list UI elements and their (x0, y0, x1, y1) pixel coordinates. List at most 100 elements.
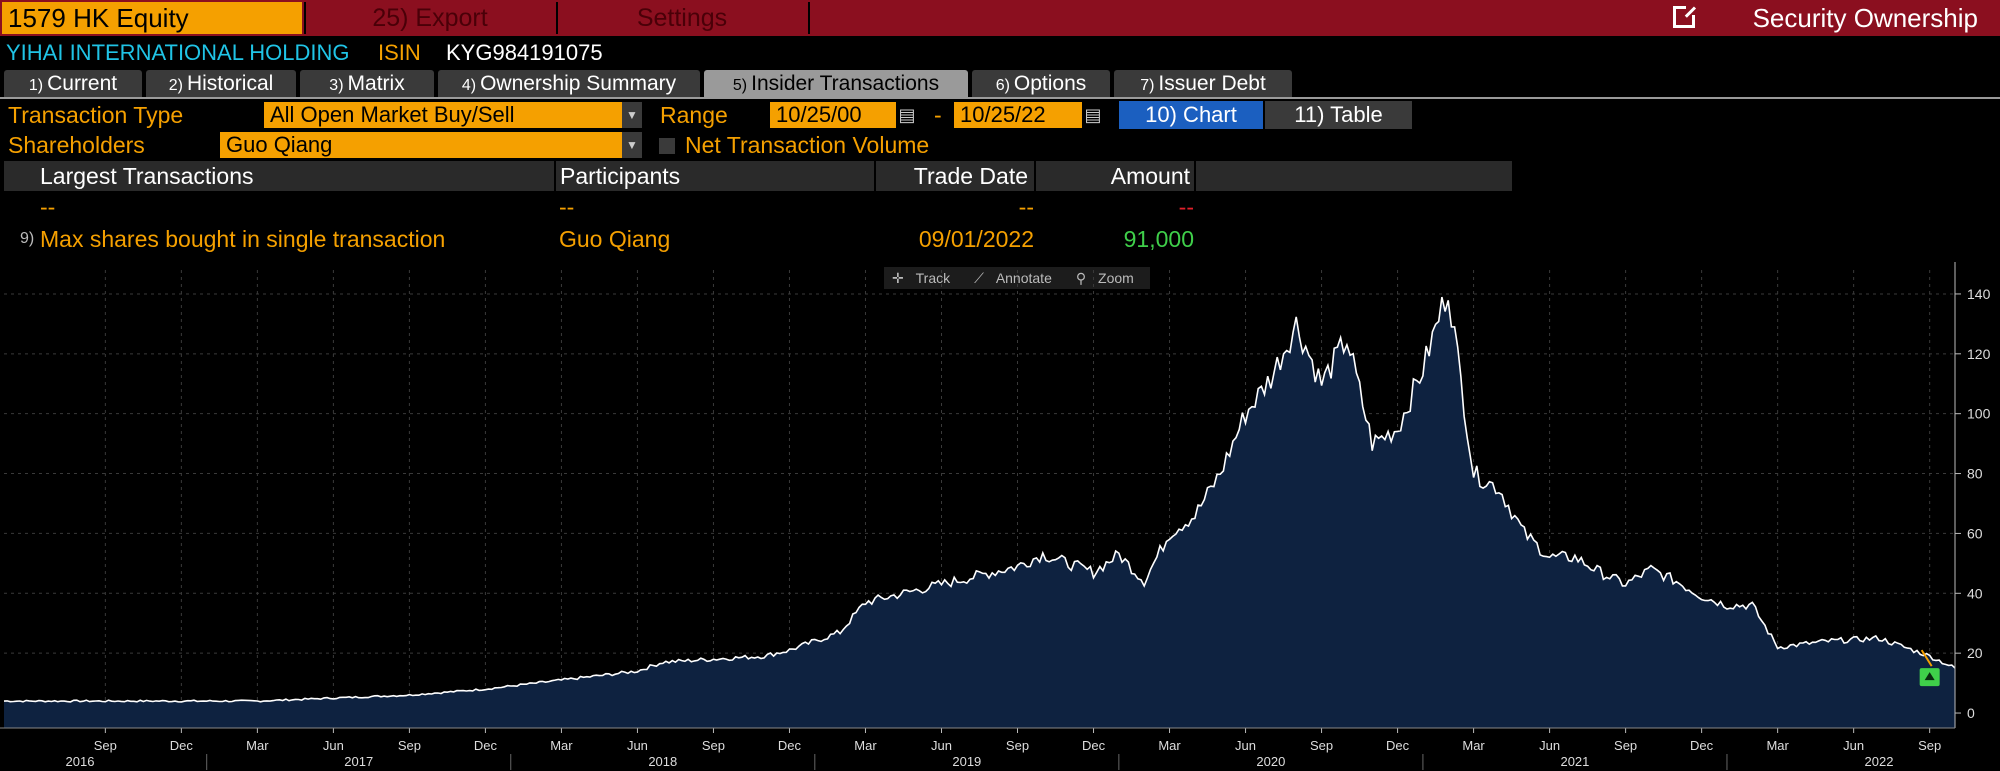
range-end-input[interactable]: 10/25/22 (954, 102, 1082, 128)
x-tick-label: Mar (246, 738, 269, 753)
y-tick-label: 40 (1967, 585, 1983, 601)
x-year-label: 2020 (1256, 754, 1285, 769)
net-volume-checkbox[interactable] (659, 138, 675, 154)
chevron-down-icon[interactable]: ▼ (622, 102, 642, 128)
table-header-largest[interactable]: Largest Transactions (4, 161, 554, 191)
export-button[interactable]: 25) Export (304, 2, 554, 34)
y-tick-label: 0 (1967, 705, 1975, 721)
tab-historical[interactable]: 2) Historical (146, 70, 296, 98)
x-tick-label: Dec (474, 738, 498, 753)
range-start-input[interactable]: 10/25/00 (770, 102, 896, 128)
tab-options[interactable]: 6) Options (972, 70, 1110, 98)
buy-arrow (1924, 672, 1935, 681)
x-tick-label: Dec (1386, 738, 1410, 753)
table-header-trade-date[interactable]: Trade Date (876, 161, 1034, 191)
chart-annotations (1919, 649, 1940, 687)
chart-button[interactable]: 10) Chart (1119, 101, 1263, 129)
settings-button[interactable]: Settings (556, 2, 806, 34)
page-title: Security Ownership (1752, 3, 1978, 33)
row-participant: Guo Qiang (559, 226, 671, 252)
y-tick-label: 20 (1967, 645, 1983, 661)
track-button[interactable]: ✛ Track (892, 270, 951, 286)
tab-insider-transactions[interactable]: 5) Insider Transactions (704, 70, 968, 98)
x-tick-label: Jun (627, 738, 648, 753)
net-volume-label: Net Transaction Volume (685, 132, 930, 158)
x-tick-label: Dec (1690, 738, 1714, 753)
x-year-label: 2019 (952, 754, 981, 769)
transaction-type-label: Transaction Type (8, 102, 184, 128)
x-year-label: 2022 (1865, 754, 1894, 769)
table-header-blank (1196, 161, 1512, 191)
y-tick-label: 60 (1967, 525, 1983, 541)
tab-ownership-summary[interactable]: 4) Ownership Summary (438, 70, 700, 98)
price-area-fill (4, 297, 1955, 728)
x-tick-label: Dec (1082, 738, 1106, 753)
security-name: YIHAI INTERNATIONAL HOLDING (6, 40, 350, 65)
x-tick-label: Mar (1158, 738, 1181, 753)
header-bar (0, 0, 2000, 36)
x-tick-label: Jun (1539, 738, 1560, 753)
x-tick-label: Mar (1462, 738, 1485, 753)
calendar-icon[interactable]: ▤ (1084, 105, 1102, 125)
annotate-button[interactable]: ⟋ Annotate (974, 270, 1052, 286)
header-divider (808, 2, 810, 34)
shareholders-label: Shareholders (8, 132, 145, 158)
table-header-participants[interactable]: Participants (556, 161, 874, 191)
x-tick-label: Sep (1918, 738, 1941, 753)
x-year-label: 2016 (66, 754, 95, 769)
x-tick-label: Sep (398, 738, 421, 753)
zoom-button[interactable]: ⚲ Zoom (1075, 270, 1134, 286)
row-date: -- (1018, 194, 1034, 220)
x-tick-label: Sep (702, 738, 725, 753)
tab-matrix[interactable]: 3) Matrix (300, 70, 434, 98)
y-tick-label: 100 (1967, 406, 1991, 422)
tab-underline (0, 97, 2000, 99)
table-button[interactable]: 11) Table (1265, 101, 1412, 129)
x-tick-label: Dec (778, 738, 802, 753)
x-year-label: 2021 (1560, 754, 1589, 769)
row-number: 9) (20, 230, 35, 247)
x-tick-label: Jun (1235, 738, 1256, 753)
isin-label: ISIN (378, 40, 421, 65)
marker-stem (1920, 649, 1933, 667)
price-line (3, 296, 1956, 703)
external-link-icon[interactable] (1673, 3, 1698, 28)
row-date: 09/01/2022 (918, 226, 1034, 252)
x-axis: Sep Dec Mar Jun Sep Dec Mar Jun Sep Dec Mar Jun Sep D… (0, 727, 1955, 770)
row-description: -- (40, 194, 56, 220)
y-tick-label: 120 (1967, 346, 1991, 362)
chevron-down-icon[interactable]: ▼ (622, 132, 642, 158)
tab-current[interactable]: 1) Current (4, 70, 142, 98)
x-tick-label: Jun (931, 738, 952, 753)
shareholders-select[interactable]: Guo Qiang (220, 132, 622, 158)
row-participant: -- (559, 194, 575, 220)
x-tick-label: Jun (323, 738, 344, 753)
x-tick-label: Sep (1006, 738, 1029, 753)
range-separator: - (934, 102, 942, 128)
tab-issuer-debt[interactable]: 7) Issuer Debt (1114, 70, 1292, 98)
y-tick-label: 140 (1967, 286, 1991, 302)
y-tick-label: 80 (1967, 466, 1983, 482)
row-description: Max shares bought in single transaction (40, 226, 446, 252)
x-tick-label: Mar (550, 738, 573, 753)
ticker-field[interactable]: 1579 HK Equity (2, 2, 302, 34)
calendar-icon[interactable]: ▤ (898, 105, 916, 125)
range-label: Range (660, 102, 728, 128)
table-header-amount[interactable]: Amount (1036, 161, 1194, 191)
row-amount: 91,000 (1123, 226, 1194, 252)
x-year-label: 2018 (648, 754, 677, 769)
x-tick-label: Mar (1766, 738, 1789, 753)
x-tick-label: Sep (1310, 738, 1333, 753)
y-axis: 0 20 40 60 80 100 120 140 (1954, 262, 1991, 728)
x-tick-label: Sep (94, 738, 117, 753)
transaction-type-select[interactable]: All Open Market Buy/Sell (264, 102, 622, 128)
price-chart[interactable]: 0 20 40 60 80 100 120 140 Sep Dec Mar Jun Sep Dec Mar… (0, 262, 2000, 771)
row-amount: -- (1178, 194, 1194, 220)
insider-buy-marker (1919, 649, 1940, 687)
x-tick-label: Dec (170, 738, 194, 753)
x-year-label: 2017 (344, 754, 373, 769)
x-tick-label: Sep (1614, 738, 1637, 753)
x-tick-label: Jun (1843, 738, 1864, 753)
chart-toolbar: ✛ Track ⟋ Annotate ⚲ Zoom (884, 267, 1150, 289)
x-tick-label: Mar (854, 738, 877, 753)
